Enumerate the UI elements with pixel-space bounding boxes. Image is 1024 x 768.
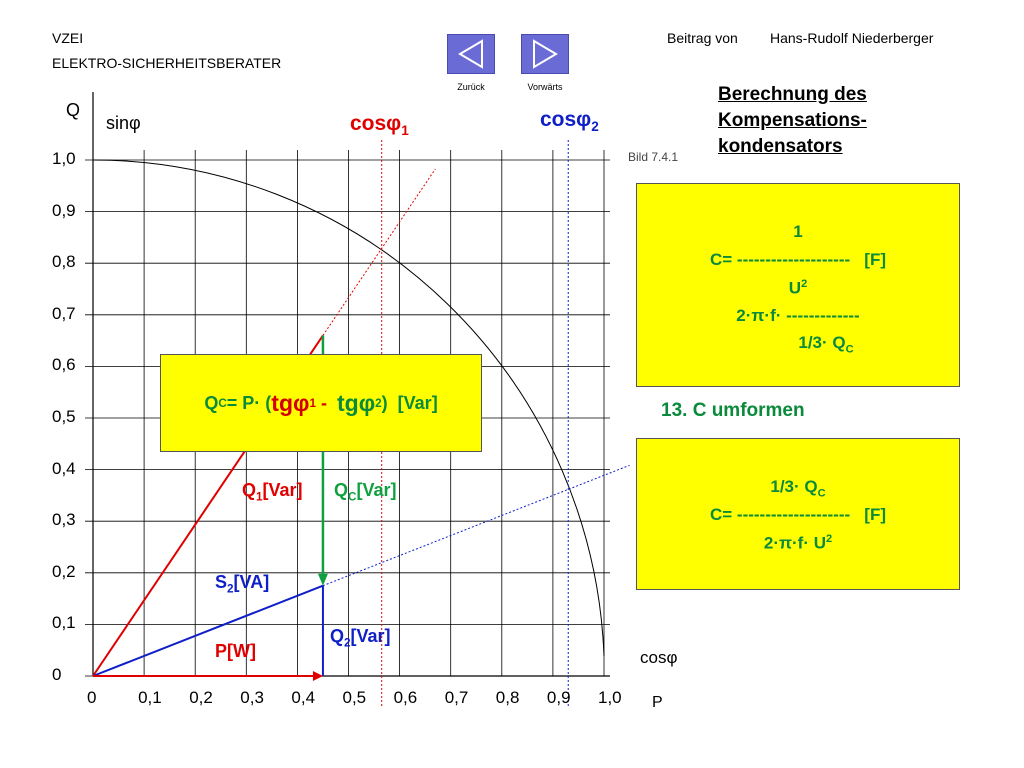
- fb1-line-3-sup: 2: [801, 278, 808, 290]
- fb2-line-2: C= -------------------- [F]: [709, 505, 887, 524]
- qc-sub: C: [348, 490, 357, 504]
- p-label: P[W]: [215, 641, 256, 661]
- qc-formula-tail: ) [Var]: [381, 392, 438, 413]
- qc-formula-tg2: tgφ: [336, 389, 376, 416]
- x-tick-label: 0,5: [342, 688, 367, 707]
- forward-button[interactable]: [521, 34, 569, 74]
- y-tick-label: 0,2: [52, 561, 76, 581]
- fb2-line-1-base: 1/3· Q: [770, 477, 818, 496]
- fb1-line-1: 1: [793, 222, 803, 241]
- qc-unit: [Var]: [356, 480, 397, 500]
- q1-text: Q: [242, 480, 257, 500]
- title-line-1: Berechnung des: [718, 84, 867, 105]
- s2-vector: [92, 584, 324, 677]
- fb2-line-3-sup: 2: [825, 533, 833, 545]
- y-tick-label: 0,3: [52, 510, 76, 530]
- p-arrowhead: [312, 671, 323, 681]
- x-tick-label: 0,6: [393, 688, 418, 707]
- s2-sub: 2: [227, 582, 234, 596]
- contributor-name: Hans-Rudolf Niederberger: [770, 30, 934, 46]
- triangle-left-icon: [458, 39, 483, 69]
- qc-text: Q: [334, 480, 349, 500]
- s2-text: S: [215, 572, 228, 592]
- y-tick-label: 0,5: [52, 407, 76, 426]
- y-axis-label: Q: [66, 100, 81, 120]
- cos-phi2-text: cosφ: [540, 108, 592, 131]
- formula-box-rearranged: 1/3· QC C= -------------------- [F] 2·π·…: [636, 438, 960, 590]
- y-tick-label: 0: [52, 665, 62, 684]
- fb2-line-3: 2·π·f· U2: [637, 533, 959, 554]
- qc-formula-tg1-sub: 1: [309, 396, 316, 410]
- cos-phi1-text: cosφ: [350, 112, 402, 135]
- qc-formula-q-sub: C: [218, 396, 227, 410]
- phi2-extension: [322, 464, 630, 587]
- s2-unit: [VA]: [233, 572, 270, 592]
- fb2-line-1-sub: C: [817, 487, 826, 500]
- cos-phi-axis-label: cosφ: [640, 648, 678, 667]
- forward-label[interactable]: Vorwärts: [527, 82, 563, 92]
- qc-formula-eq: = P· (: [226, 392, 272, 413]
- fb2-line-1: 1/3· QC: [637, 477, 959, 499]
- triangle-right-icon: [533, 39, 558, 69]
- fb1-line-3-base: U: [788, 278, 802, 298]
- phi1-extension: [322, 168, 436, 336]
- back-label[interactable]: Zurück: [457, 82, 485, 92]
- title-line-2: Kompensations-: [718, 110, 867, 131]
- y-tick-label: 0,9: [52, 200, 76, 220]
- fb1-line-5-base: 1/3· Q: [798, 333, 846, 352]
- back-button[interactable]: [447, 34, 495, 74]
- x-tick-label: 0,2: [189, 688, 213, 707]
- qc-arrowhead: [317, 573, 328, 586]
- q2-sub: 2: [344, 636, 351, 650]
- q1-label: Q1[Var]: [242, 480, 303, 504]
- x-tick-label: 0,9: [546, 688, 571, 707]
- fb1-line-5-sub: C: [845, 343, 854, 356]
- cos-phi2-sub: 2: [591, 119, 599, 135]
- q2-label: Q2[Var]: [330, 626, 391, 650]
- step-label: 13. C umformen: [661, 400, 805, 421]
- y-tick-label: 0,8: [52, 252, 76, 272]
- y-tick-label: 0,6: [52, 355, 76, 375]
- qc-formula-box: Q C = P· (tgφ 1 - tgφ 2) [Var]: [160, 354, 482, 452]
- qc-label: QC[Var]: [334, 480, 397, 504]
- qc-formula-q: Q: [204, 392, 219, 413]
- qc-formula-minus: -: [315, 392, 337, 413]
- fb1-line-2: C= -------------------- [F]: [709, 250, 887, 269]
- cos-phi1-label: cosφ1: [350, 112, 409, 138]
- s2-label: S2[VA]: [215, 572, 269, 596]
- org-name: VZEI: [52, 30, 84, 46]
- x-tick-label: 0,8: [495, 688, 520, 707]
- page-title: Berechnung des Kompensations- kondensato…: [718, 82, 867, 160]
- org-subtitle: ELEKTRO-SICHERHEITSBERATER: [52, 55, 282, 71]
- x-tick-label: 0,7: [444, 688, 469, 707]
- p-axis-label: P: [652, 694, 663, 711]
- fb2-line-3-base: 2·π·f· U: [763, 533, 826, 553]
- qc-formula-tg1: tgφ: [271, 389, 310, 416]
- title-line-3: kondensators: [718, 136, 843, 157]
- fb1-line-4: 2·π·f· -------------: [736, 306, 860, 325]
- q1-sub: 1: [256, 490, 263, 504]
- y-tick-label: 0,1: [52, 613, 76, 633]
- x-tick-label: 0,4: [291, 688, 316, 707]
- q2-text: Q: [330, 626, 345, 646]
- x-tick-label: 0,1: [138, 688, 162, 707]
- x-tick-label: 1,0: [598, 688, 622, 707]
- y-tick-label: 0,7: [52, 303, 76, 323]
- fb1-line-5: 1/3· QC: [665, 333, 987, 355]
- y-tick-label: 0,4: [52, 458, 76, 478]
- cos-phi1-sub: 1: [401, 123, 409, 139]
- formula-box-capacitance: 1 C= -------------------- [F] U2 2·π·f· …: [636, 183, 960, 387]
- qc-formula-tg2-sub: 2: [375, 396, 382, 410]
- cos-phi2-label: cosφ2: [540, 108, 599, 134]
- contributor-prefix: Beitrag von: [667, 30, 738, 46]
- q2-unit: [Var]: [350, 626, 391, 646]
- x-tick-label: 0: [87, 688, 97, 707]
- q1-unit: [Var]: [262, 480, 303, 500]
- x-tick-label: 0,3: [240, 688, 264, 707]
- fb1-line-3: U2: [637, 278, 959, 299]
- sin-phi-label: sinφ: [106, 113, 141, 133]
- unit-circle: [92, 159, 605, 657]
- y-tick-label: 1,0: [52, 149, 76, 168]
- figure-reference: Bild 7.4.1: [628, 150, 679, 164]
